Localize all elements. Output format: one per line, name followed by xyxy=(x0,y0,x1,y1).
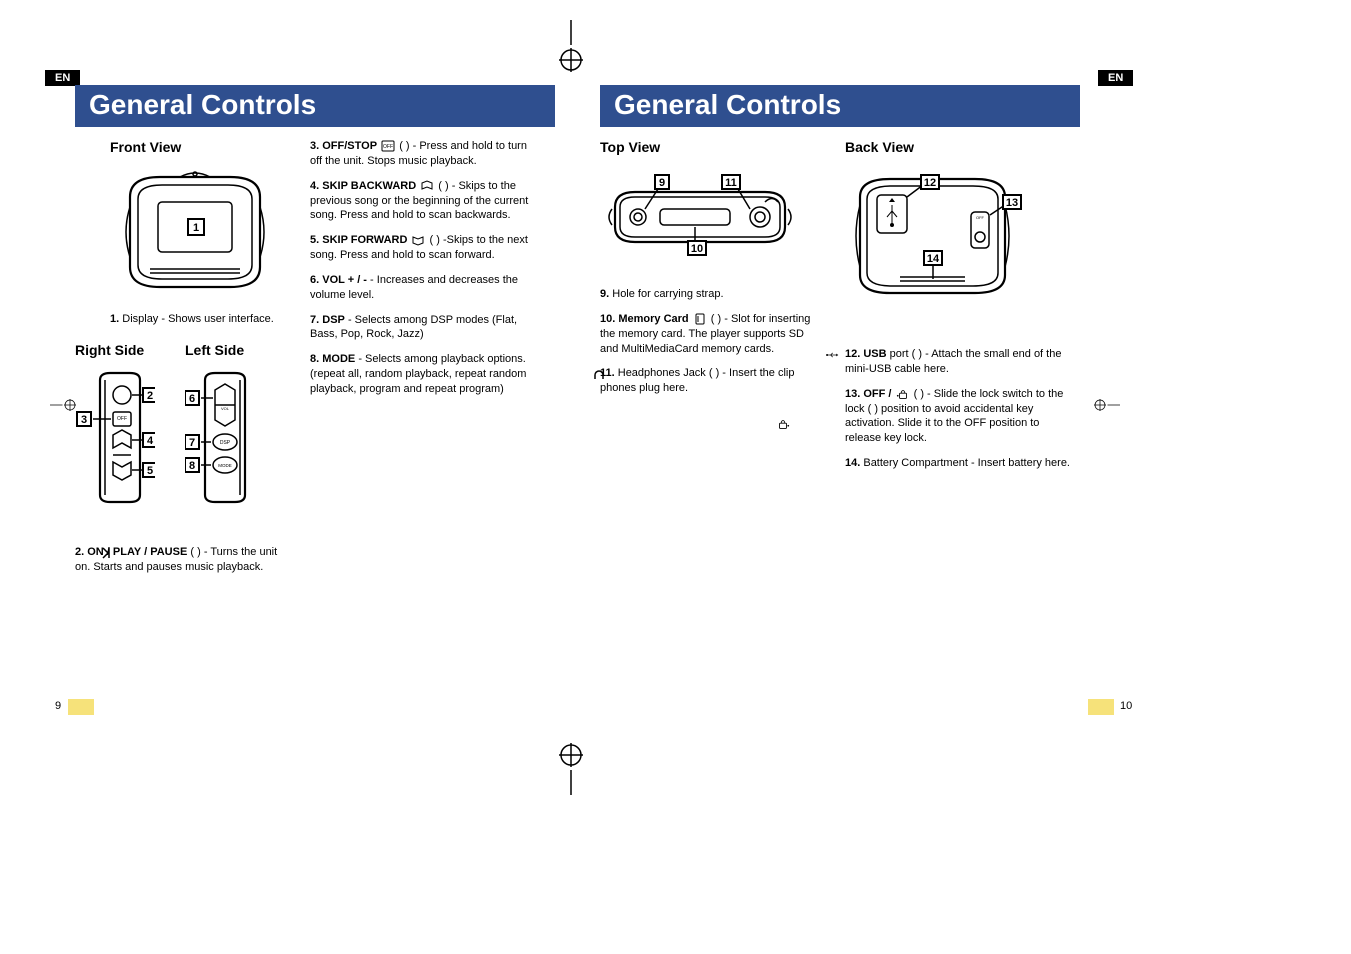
item-11: 11. Headphones Jack ( ) - Insert the cli… xyxy=(600,366,825,396)
svg-text:2: 2 xyxy=(147,390,153,402)
back-view-diagram: OFF 12 13 14 xyxy=(845,167,1040,307)
svg-text:10: 10 xyxy=(691,243,703,255)
section-left-side: Left Side xyxy=(185,342,255,358)
svg-text:DSP: DSP xyxy=(220,440,231,446)
page-number-right: 10 xyxy=(1120,700,1132,712)
front-view-diagram: 1 xyxy=(110,167,280,297)
svg-text:8: 8 xyxy=(189,460,195,472)
svg-text:OFF: OFF xyxy=(383,144,393,150)
svg-text:VOL: VOL xyxy=(221,406,230,411)
svg-text:14: 14 xyxy=(927,253,940,265)
item-7: 7. DSP - Selects among DSP modes (Flat, … xyxy=(310,313,535,343)
svg-text:7: 7 xyxy=(189,437,195,449)
right-side-diagram: OFF 2 3 4 xyxy=(75,370,155,510)
title-left: General Controls xyxy=(75,85,555,127)
item-5: 5. SKIP FORWARD ( ) -Skips to the next s… xyxy=(310,233,535,263)
svg-text:OFF: OFF xyxy=(976,215,985,220)
page-left: General Controls Front View xyxy=(75,85,575,685)
svg-text:5: 5 xyxy=(147,465,153,477)
svg-text:1: 1 xyxy=(193,222,199,234)
svg-text:4: 4 xyxy=(147,435,154,447)
item-12: 12. USB port ( ) - Attach the small end … xyxy=(845,347,1070,377)
section-top-view: Top View xyxy=(600,139,825,155)
item-13: 13. OFF / ( ) - Slide the lock switch to… xyxy=(845,387,1070,446)
svg-text:OFF: OFF xyxy=(117,416,127,422)
section-front-view: Front View xyxy=(110,139,290,155)
reg-mark-bottom xyxy=(556,735,586,795)
item-2: 2. ON / PLAY / PAUSE ( ) - Turns the uni… xyxy=(75,545,290,575)
lang-badge-right: EN xyxy=(1098,70,1133,86)
title-right: General Controls xyxy=(600,85,1080,127)
item-1: 1. Display - Shows user interface. xyxy=(110,312,290,327)
svg-text:13: 13 xyxy=(1006,197,1018,209)
left-side-diagram: VOL DSP MODE 6 7 xyxy=(185,370,255,510)
reg-mark-top xyxy=(556,20,586,80)
page-right: General Controls Top View xyxy=(600,85,1100,685)
color-block-left xyxy=(68,699,94,715)
svg-text:9: 9 xyxy=(659,177,665,189)
svg-text:11: 11 xyxy=(725,177,737,189)
svg-text:6: 6 xyxy=(189,393,195,405)
section-back-view: Back View xyxy=(845,139,1070,155)
page-number-left: 9 xyxy=(55,700,61,712)
svg-text:12: 12 xyxy=(924,177,936,189)
svg-text:3: 3 xyxy=(81,414,87,426)
lang-badge-left: EN xyxy=(45,70,80,86)
svg-text:MODE: MODE xyxy=(218,463,232,468)
item-9: 9. Hole for carrying strap. xyxy=(600,287,825,302)
top-view-diagram: 9 10 11 xyxy=(600,167,810,257)
item-3: 3. OFF/STOP OFF ( ) - Press and hold to … xyxy=(310,139,535,169)
item-10: 10. Memory Card ( ) - Slot for inserting… xyxy=(600,312,825,357)
section-right-side: Right Side xyxy=(75,342,155,358)
item-8: 8. MODE - Selects among playback options… xyxy=(310,352,535,397)
color-block-right xyxy=(1088,699,1114,715)
item-14: 14. Battery Compartment - Insert battery… xyxy=(845,456,1070,471)
item-6: 6. VOL + / - - Increases and decreases t… xyxy=(310,273,535,303)
item-4: 4. SKIP BACKWARD ( ) - Skips to the prev… xyxy=(310,179,535,224)
